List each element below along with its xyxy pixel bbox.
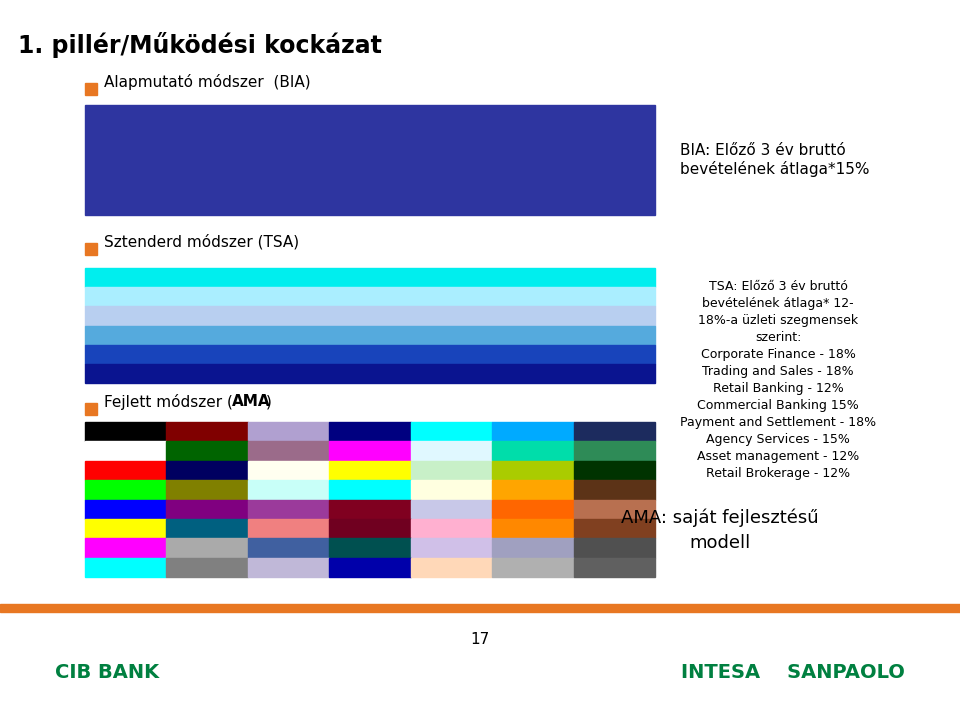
Bar (85, 558, 166, 577)
Bar (85, 243, 97, 255)
Bar (166, 480, 248, 500)
Text: INTESA    SANPAOLO: INTESA SANPAOLO (682, 662, 905, 681)
Bar (85, 500, 166, 519)
Bar (85, 287, 655, 306)
Bar (492, 500, 573, 519)
Text: TSA: Előző 3 év bruttó
bevételének átlaga* 12-
18%-a üzleti szegmensek
szerint:
: TSA: Előző 3 év bruttó bevételének átlag… (680, 280, 876, 480)
Bar (329, 500, 411, 519)
Text: 17: 17 (470, 632, 490, 648)
Bar (329, 519, 411, 539)
Text: CIB BANK: CIB BANK (55, 662, 159, 681)
Bar (0, 604, 960, 612)
Bar (85, 364, 655, 383)
Bar (492, 460, 573, 480)
Text: Alapmutató módszer  (BIA): Alapmutató módszer (BIA) (104, 74, 311, 90)
Bar (573, 460, 655, 480)
Bar (248, 539, 329, 558)
Bar (492, 539, 573, 558)
Bar (166, 558, 248, 577)
Bar (85, 268, 655, 287)
Bar (85, 441, 166, 460)
Bar (85, 403, 97, 415)
Bar (166, 460, 248, 480)
Bar (492, 519, 573, 539)
Bar (492, 480, 573, 500)
Bar (85, 539, 166, 558)
Bar (85, 519, 166, 539)
Bar (411, 460, 492, 480)
Bar (411, 500, 492, 519)
Text: AMA: AMA (232, 394, 271, 410)
Bar (248, 500, 329, 519)
Bar (329, 480, 411, 500)
Bar (329, 422, 411, 441)
Bar (85, 325, 655, 345)
Bar (85, 105, 655, 215)
Bar (85, 345, 655, 364)
Bar (248, 480, 329, 500)
Bar (573, 422, 655, 441)
Bar (329, 441, 411, 460)
Bar (166, 500, 248, 519)
Bar (411, 480, 492, 500)
Bar (166, 422, 248, 441)
Bar (85, 83, 97, 95)
Bar (166, 539, 248, 558)
Bar (573, 558, 655, 577)
Bar (248, 460, 329, 480)
Bar (248, 422, 329, 441)
Bar (411, 539, 492, 558)
Bar (166, 519, 248, 539)
Bar (411, 558, 492, 577)
Bar (492, 441, 573, 460)
Bar (492, 558, 573, 577)
Bar (573, 519, 655, 539)
Bar (573, 539, 655, 558)
Bar (85, 306, 655, 325)
Bar (85, 422, 166, 441)
Text: ): ) (266, 394, 272, 410)
Bar (248, 558, 329, 577)
Bar (411, 441, 492, 460)
Bar (85, 460, 166, 480)
Bar (248, 519, 329, 539)
Bar (573, 441, 655, 460)
Bar (492, 422, 573, 441)
Bar (166, 441, 248, 460)
Bar (85, 480, 166, 500)
Bar (329, 558, 411, 577)
Text: 1. pillér/Működési kockázat: 1. pillér/Működési kockázat (18, 32, 382, 58)
Text: AMA: saját fejlesztésű
modell: AMA: saját fejlesztésű modell (621, 508, 819, 552)
Bar (411, 422, 492, 441)
Text: Sztenderd módszer (TSA): Sztenderd módszer (TSA) (104, 234, 300, 250)
Bar (248, 441, 329, 460)
Bar (329, 460, 411, 480)
Bar (411, 519, 492, 539)
Text: BIA: Előző 3 év bruttó
bevételének átlaga*15%: BIA: Előző 3 év bruttó bevételének átlag… (680, 143, 870, 177)
Bar (573, 480, 655, 500)
Text: Fejlett módszer (: Fejlett módszer ( (104, 394, 233, 410)
Bar (329, 539, 411, 558)
Bar (573, 500, 655, 519)
